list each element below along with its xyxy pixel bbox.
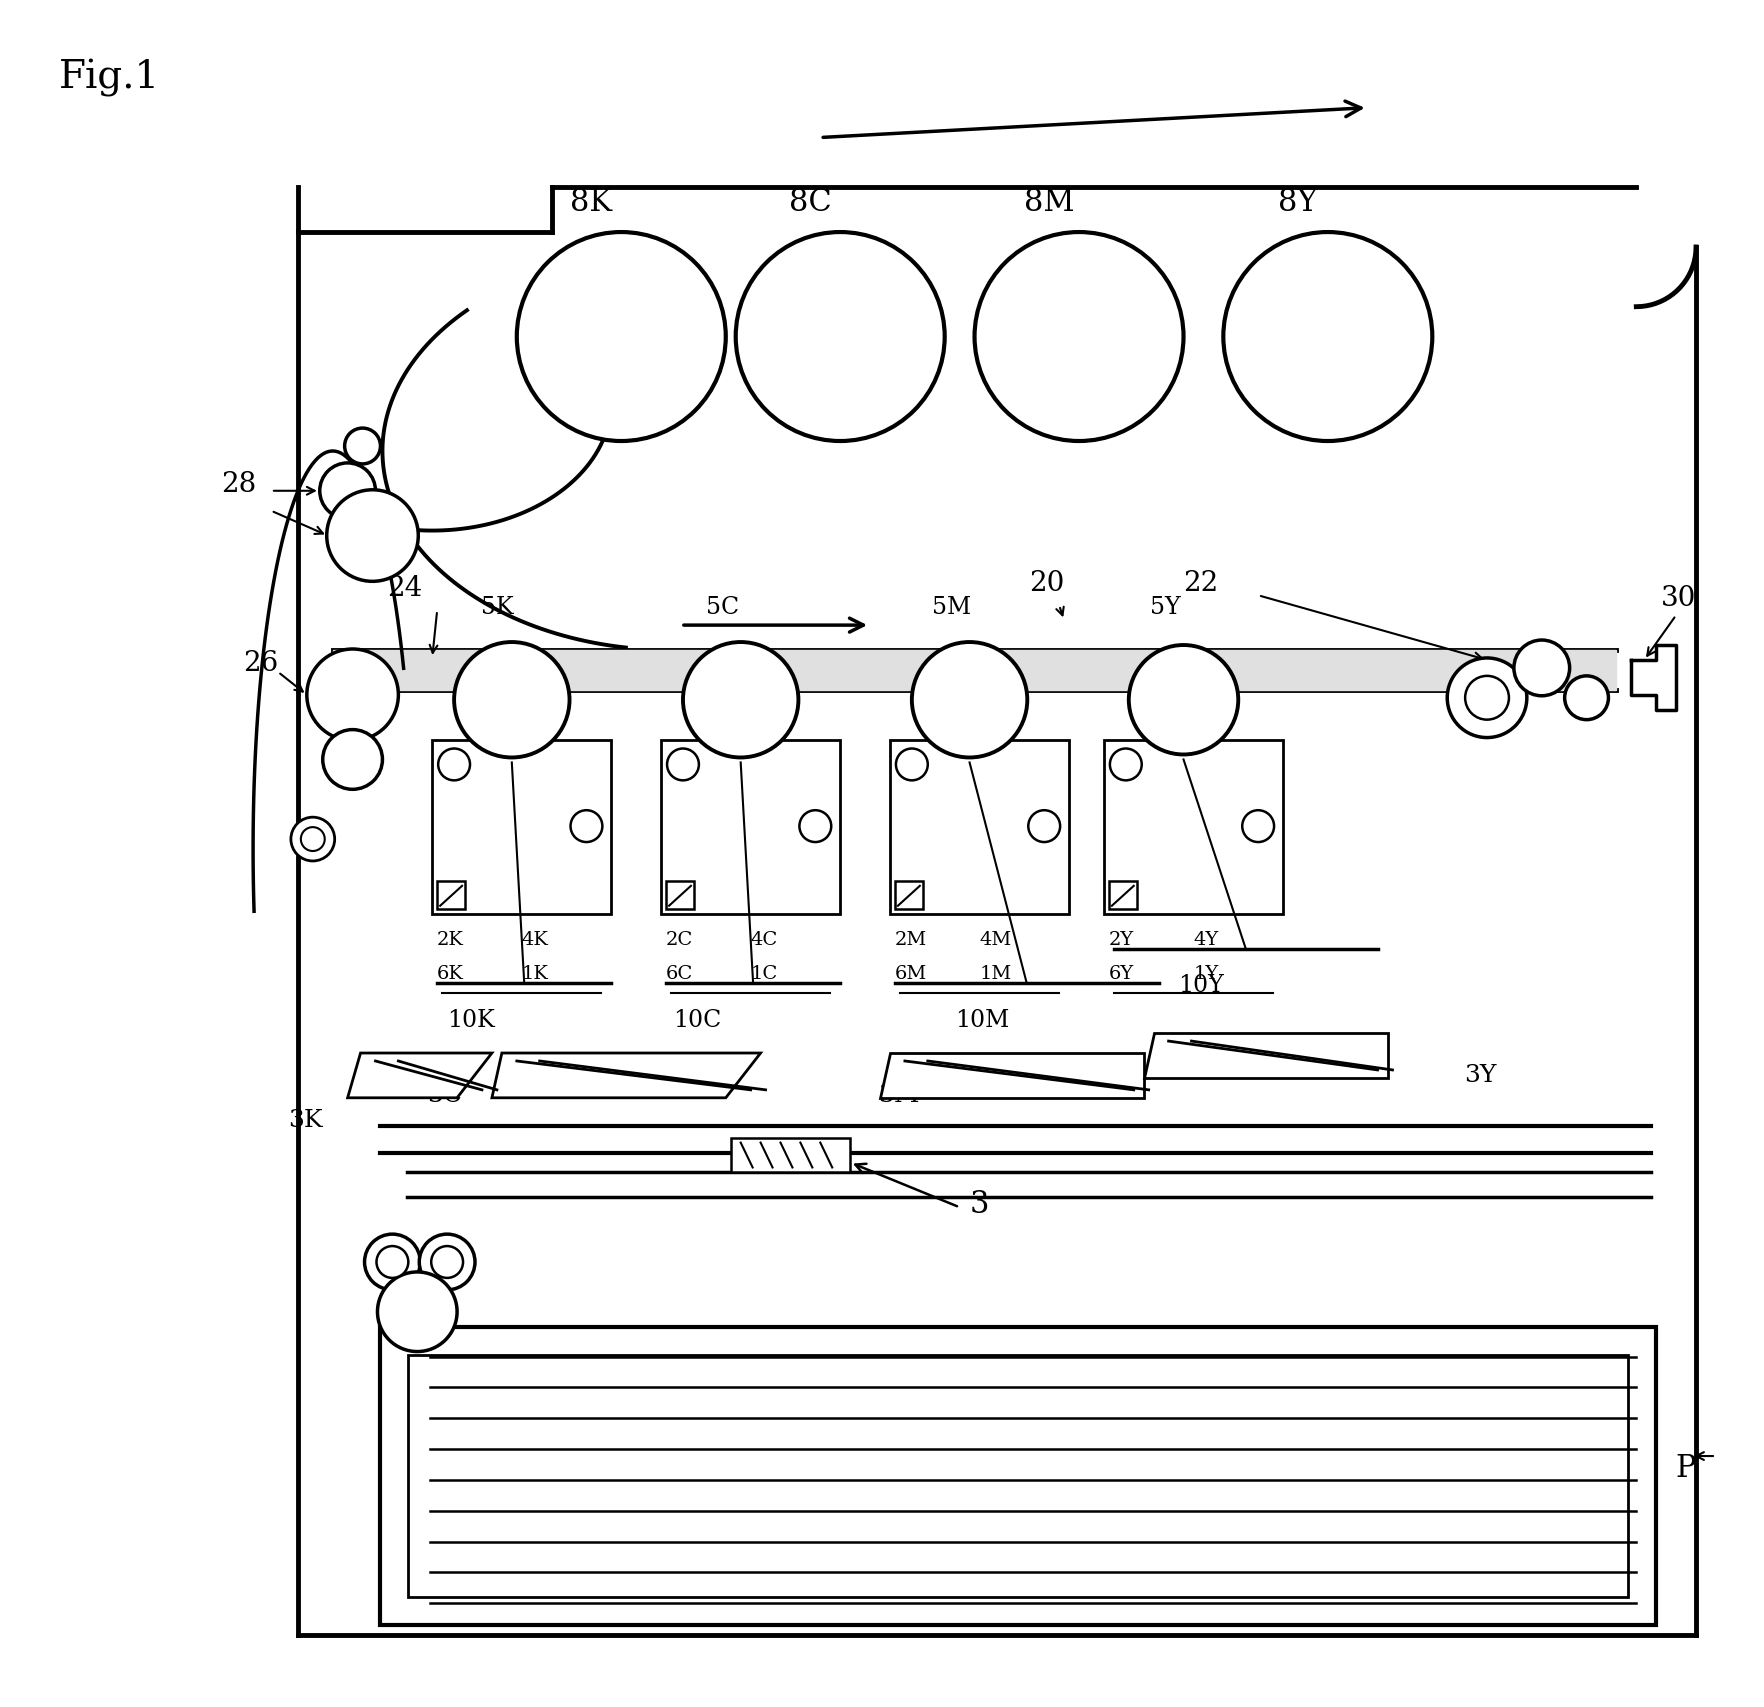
Text: 5K: 5K <box>480 596 513 620</box>
Text: 5M: 5M <box>931 596 972 620</box>
Circle shape <box>291 818 335 862</box>
Text: 4M: 4M <box>979 930 1013 947</box>
Bar <box>662 741 840 915</box>
Text: 1Y: 1Y <box>1194 964 1219 983</box>
Circle shape <box>323 731 383 790</box>
Text: 3M: 3M <box>878 1084 919 1106</box>
Polygon shape <box>333 650 1616 690</box>
Circle shape <box>799 811 831 843</box>
Bar <box>407 1355 1628 1598</box>
Text: 2Y: 2Y <box>1110 930 1134 947</box>
Circle shape <box>1110 749 1141 780</box>
Circle shape <box>1565 676 1609 720</box>
Text: 1C: 1C <box>751 964 778 983</box>
Text: 20: 20 <box>1028 570 1065 597</box>
Text: 4K: 4K <box>522 930 549 947</box>
Polygon shape <box>1143 1033 1388 1079</box>
Bar <box>667 881 693 910</box>
Text: 2M: 2M <box>894 930 928 947</box>
Circle shape <box>667 749 699 780</box>
Circle shape <box>430 1246 464 1279</box>
Circle shape <box>896 749 928 780</box>
Text: 2K: 2K <box>437 930 464 947</box>
Text: 10Y: 10Y <box>1178 973 1224 997</box>
Circle shape <box>1514 640 1570 696</box>
Text: 6C: 6C <box>667 964 693 983</box>
Text: 8C: 8C <box>789 188 833 218</box>
Circle shape <box>319 464 376 519</box>
Circle shape <box>1466 676 1508 720</box>
Circle shape <box>570 811 602 843</box>
Circle shape <box>517 232 725 442</box>
Text: 8Y: 8Y <box>1279 188 1318 218</box>
Text: Fig.1: Fig.1 <box>58 58 161 97</box>
Bar <box>432 741 612 915</box>
Text: 5C: 5C <box>706 596 739 620</box>
Circle shape <box>376 1246 407 1279</box>
Text: 3: 3 <box>970 1188 990 1219</box>
Text: 3K: 3K <box>288 1108 323 1132</box>
Bar <box>891 741 1069 915</box>
Circle shape <box>683 642 799 758</box>
Polygon shape <box>880 1053 1143 1098</box>
Circle shape <box>1222 232 1432 442</box>
Text: 10M: 10M <box>954 1009 1009 1031</box>
Circle shape <box>1028 811 1060 843</box>
Circle shape <box>736 232 946 442</box>
Circle shape <box>326 490 418 582</box>
Text: 4C: 4C <box>751 930 778 947</box>
Circle shape <box>437 749 469 780</box>
Circle shape <box>420 1234 475 1290</box>
Bar <box>894 881 923 910</box>
Bar <box>1110 881 1136 910</box>
Text: 5Y: 5Y <box>1150 596 1180 620</box>
Text: 2C: 2C <box>667 930 693 947</box>
Circle shape <box>1129 645 1238 754</box>
Circle shape <box>1446 659 1528 737</box>
Text: 8M: 8M <box>1023 188 1074 218</box>
Circle shape <box>302 828 325 852</box>
Polygon shape <box>492 1053 760 1098</box>
Text: 10C: 10C <box>674 1009 721 1031</box>
Bar <box>381 1326 1656 1625</box>
Circle shape <box>1242 811 1274 843</box>
Text: 1M: 1M <box>979 964 1013 983</box>
Circle shape <box>365 1234 420 1290</box>
Text: 3Y: 3Y <box>1464 1063 1498 1086</box>
Polygon shape <box>348 1053 492 1098</box>
Text: 26: 26 <box>243 650 279 676</box>
Text: 30: 30 <box>1662 586 1697 611</box>
Text: 22: 22 <box>1184 570 1219 597</box>
Text: 10K: 10K <box>446 1009 496 1031</box>
Circle shape <box>912 642 1027 758</box>
Text: 6M: 6M <box>894 964 928 983</box>
Text: 6Y: 6Y <box>1110 964 1134 983</box>
Text: 3C: 3C <box>427 1084 462 1106</box>
Circle shape <box>453 642 570 758</box>
Text: 8K: 8K <box>570 188 612 218</box>
Text: 4Y: 4Y <box>1194 930 1219 947</box>
Text: 1K: 1K <box>522 964 549 983</box>
Text: P: P <box>1676 1453 1695 1483</box>
Circle shape <box>974 232 1184 442</box>
Circle shape <box>377 1272 457 1352</box>
Bar <box>437 881 466 910</box>
Circle shape <box>307 650 399 741</box>
Circle shape <box>344 428 381 464</box>
Text: 24: 24 <box>388 575 423 603</box>
Text: 28: 28 <box>220 471 256 497</box>
Bar <box>730 1139 850 1173</box>
Bar <box>1104 741 1282 915</box>
Text: 6K: 6K <box>437 964 464 983</box>
